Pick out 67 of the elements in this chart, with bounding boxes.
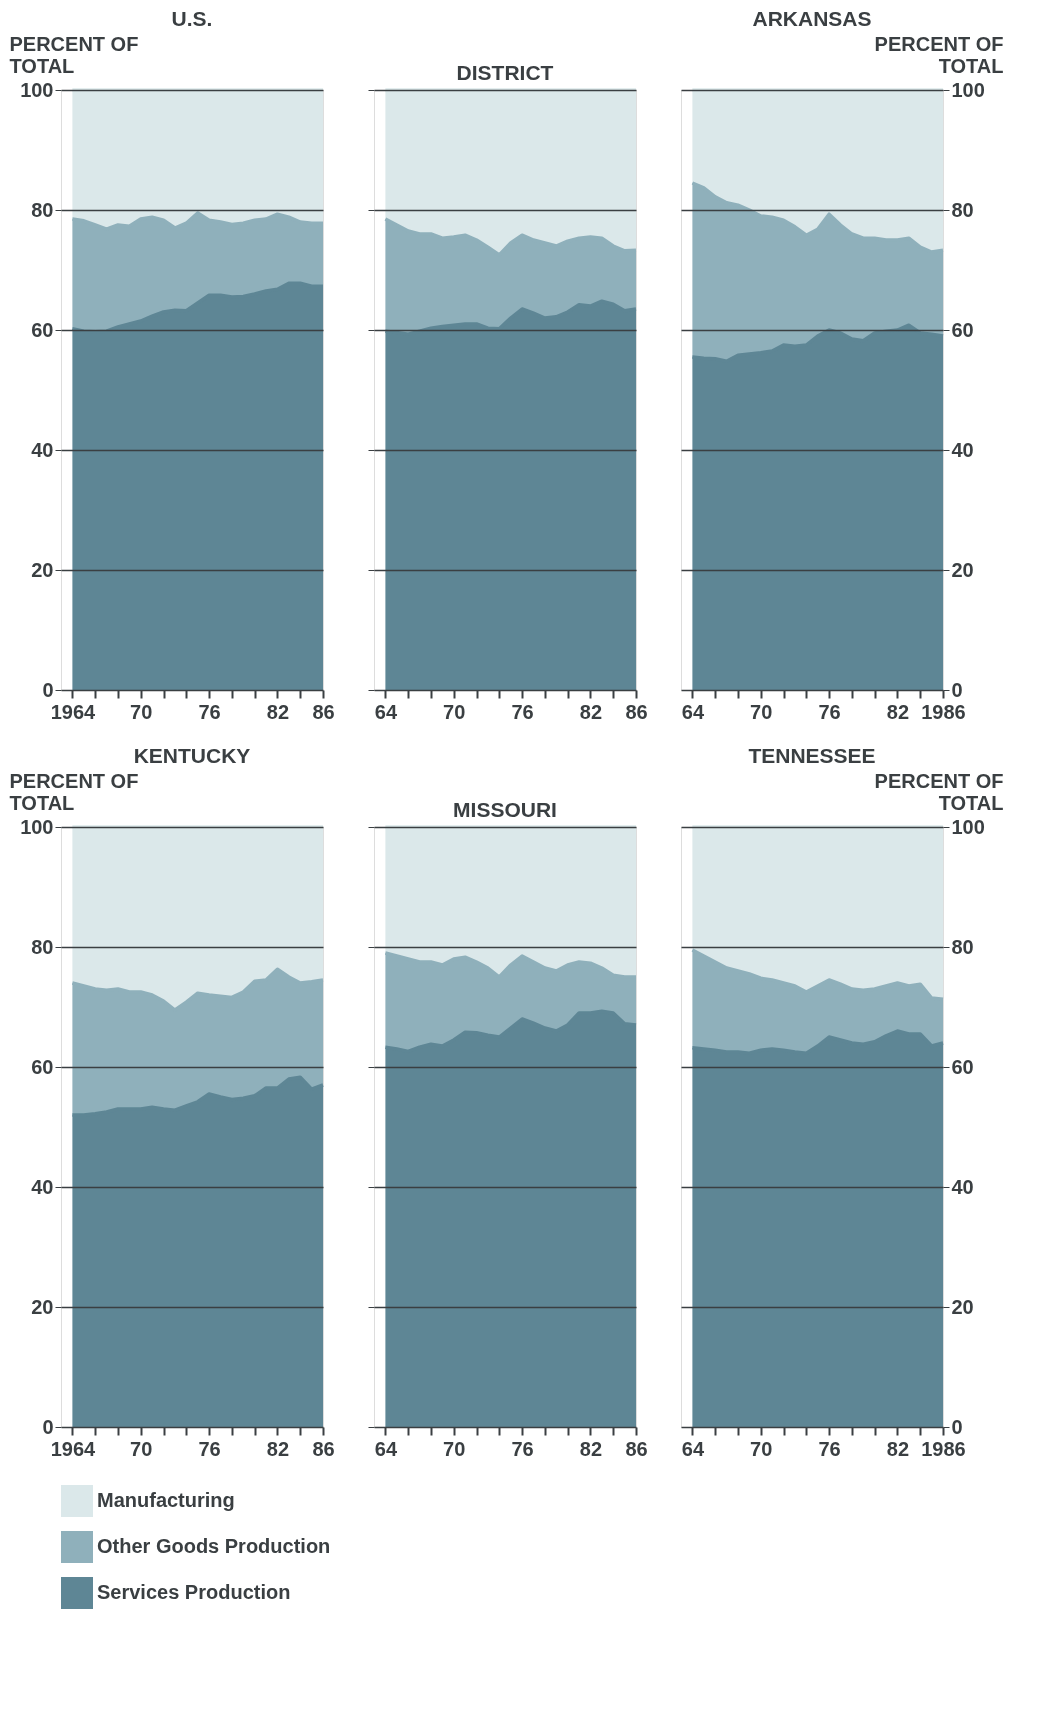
y2-tick-label: 20 xyxy=(951,1295,974,1318)
y2-tick-label: 40 xyxy=(951,438,974,461)
x-tick-label: 82 xyxy=(579,1437,603,1460)
x-tick-label: 64 xyxy=(681,700,705,723)
x-tick-label: 64 xyxy=(374,1437,398,1460)
x-tick-label: 64 xyxy=(681,1437,705,1460)
y2-tick-label: 80 xyxy=(951,198,974,221)
x-tick-label: 86 xyxy=(625,1437,648,1460)
x-tick-label: 1964 xyxy=(50,700,97,723)
x-tick-label: 82 xyxy=(266,1437,290,1460)
y2-tick-label: 40 xyxy=(951,1175,974,1198)
x-tick-label: 70 xyxy=(443,700,466,723)
chart-title: KENTUCKY xyxy=(133,744,251,767)
chart-title: TENNESSEE xyxy=(748,744,876,767)
x-tick-label: 1964 xyxy=(50,1437,97,1460)
y2-tick-label: 0 xyxy=(951,1415,963,1438)
x-tick-label: 64 xyxy=(374,700,398,723)
x-tick-label: 76 xyxy=(511,700,534,723)
x-tick-label: 86 xyxy=(312,1437,335,1460)
y2-tick-label: 20 xyxy=(951,558,974,581)
x-tick-label: 76 xyxy=(511,1437,534,1460)
y-tick-label: 80 xyxy=(31,935,54,958)
x-tick-label: 82 xyxy=(886,1437,910,1460)
x-tick-label: 70 xyxy=(750,1437,773,1460)
y-tick-label: 20 xyxy=(31,558,54,581)
y-tick-label: 40 xyxy=(31,1175,54,1198)
x-tick-label: 82 xyxy=(266,700,290,723)
y-tick-label: 100 xyxy=(20,78,54,101)
y-axis-title: PERCENT OF TOTAL xyxy=(9,32,139,77)
y-tick-label: 80 xyxy=(31,198,54,221)
y-tick-label: 100 xyxy=(20,815,54,838)
x-tick-label: 86 xyxy=(312,700,335,723)
x-tick-label: 70 xyxy=(750,700,773,723)
y-tick-label: 60 xyxy=(31,1055,54,1078)
y2-tick-label: 60 xyxy=(951,1055,974,1078)
chart-title: MISSOURI xyxy=(453,798,557,822)
y2-tick-label: 0 xyxy=(951,678,963,701)
x-tick-label: 82 xyxy=(886,700,910,723)
x-tick-label: 1986 xyxy=(921,1437,966,1460)
y-axis-title: PERCENT OF TOTAL xyxy=(9,769,139,814)
y2-axis-title: PERCENT OF TOTAL xyxy=(874,769,1004,814)
y2-tick-label: 100 xyxy=(951,78,985,101)
x-tick-label: 70 xyxy=(130,1437,153,1460)
legend-label: Services Production xyxy=(97,1581,291,1603)
y2-tick-label: 100 xyxy=(951,815,985,838)
y-tick-label: 0 xyxy=(42,678,54,701)
chart-title: DISTRICT xyxy=(456,61,554,85)
legend-label: Manufacturing xyxy=(97,1489,235,1511)
x-tick-label: 76 xyxy=(818,700,841,723)
x-tick-label: 76 xyxy=(818,1437,841,1460)
y-tick-label: 20 xyxy=(31,1295,54,1318)
y-tick-label: 40 xyxy=(31,438,54,461)
legend-label: Other Goods Production xyxy=(97,1535,331,1557)
y-tick-label: 60 xyxy=(31,318,54,341)
x-tick-label: 86 xyxy=(625,700,648,723)
x-tick-label: 76 xyxy=(198,700,221,723)
y2-axis-title: PERCENT OF TOTAL xyxy=(874,32,1004,77)
y2-tick-label: 80 xyxy=(951,935,974,958)
x-tick-label: 70 xyxy=(130,700,153,723)
x-tick-label: 70 xyxy=(443,1437,466,1460)
x-tick-label: 76 xyxy=(198,1437,221,1460)
chart-title: ARKANSAS xyxy=(752,7,872,30)
x-tick-label: 82 xyxy=(579,700,603,723)
x-tick-label: 1986 xyxy=(921,700,966,723)
y2-tick-label: 60 xyxy=(951,318,974,341)
chart-title: U.S. xyxy=(171,7,213,30)
y-tick-label: 0 xyxy=(42,1415,54,1438)
